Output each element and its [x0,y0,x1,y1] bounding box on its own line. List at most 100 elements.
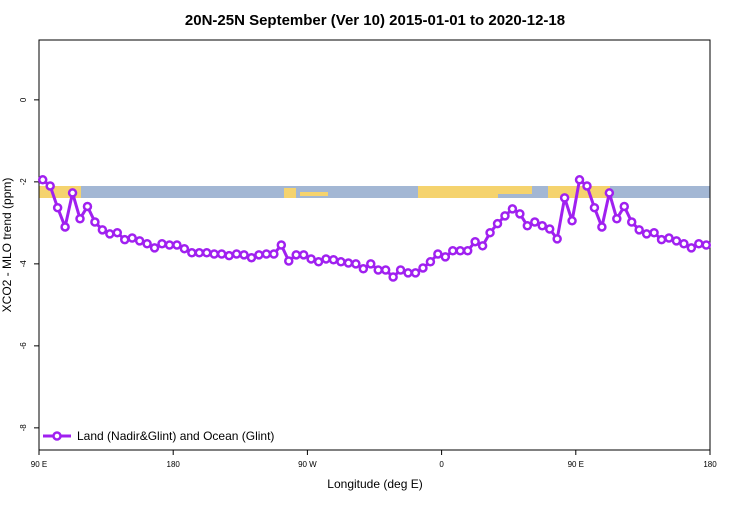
data-point [284,256,294,266]
data-point [142,239,152,249]
data-point [492,218,503,229]
data-point [351,259,361,269]
data-point [187,248,197,258]
data-point [589,202,600,213]
y-tick-label: -6 [19,342,28,350]
data-point [112,227,123,238]
data-point [462,245,473,256]
data-point [328,255,339,265]
data-point [37,175,48,185]
data-point [179,243,190,254]
data-point [269,249,279,259]
data-point [425,257,436,267]
data-point [194,248,205,258]
data-point [507,204,518,214]
data-point [567,216,577,226]
data-point [216,249,227,259]
data-point [336,257,346,267]
data-point [202,248,212,258]
data-point [641,229,652,239]
data-point [52,202,63,213]
data-point [477,241,488,251]
x-tick-label: 180 [703,460,717,469]
data-point [537,220,547,231]
data-point [559,193,570,203]
data-point [224,250,234,261]
y-tick-label: -8 [19,424,28,432]
data-point [604,188,615,198]
x-tick-label: 0 [439,460,444,469]
data-point [90,217,100,227]
data-point [448,245,458,256]
data-point [313,257,324,267]
data-point [656,234,667,245]
data-point [60,222,70,232]
data-point [134,236,145,246]
data-point [582,181,592,191]
data-point [380,265,391,275]
data-point [149,243,160,253]
data-point [664,233,674,243]
data-point [373,265,383,275]
data-point [634,225,644,235]
data-point [67,188,78,198]
x-axis-label: Longitude (deg E) [327,477,422,491]
data-point [291,250,301,260]
data-point [246,252,257,263]
x-tick-label: 90 E [568,460,584,469]
legend-marker [52,431,62,441]
data-point [358,264,369,274]
data-point [694,239,704,249]
data-point [612,214,622,224]
data-point [75,214,85,224]
data-point [403,268,413,278]
data-point [306,254,316,264]
data-point [172,240,182,250]
data-point [597,222,607,232]
x-tick-label: 90 W [298,460,317,469]
data-point [97,225,108,235]
data-point [701,240,712,250]
data-point [619,201,630,212]
data-point [574,175,585,185]
data-point [530,217,540,227]
data-point [418,263,428,273]
data-point [544,224,555,234]
x-tick-label: 180 [167,460,181,469]
data-point [671,236,682,246]
data-point [105,229,115,239]
y-tick-label: 0 [19,97,28,102]
data-point [231,249,242,259]
data-point [649,227,659,238]
data-point [276,240,287,250]
data-point [686,243,697,253]
data-point [261,249,272,259]
chart-title: 20N-25N September (Ver 10) 2015-01-01 to… [185,12,565,29]
data-point [321,254,331,264]
data-point [164,240,175,250]
data-point [455,245,465,256]
data-point [500,211,510,221]
data-point [209,249,219,259]
data-point [395,265,406,275]
data-point [433,249,443,259]
legend-label: Land (Nadir&Glint) and Ocean (Glint) [77,429,274,443]
data-point [366,259,376,269]
data-point [45,181,55,191]
data-point [626,217,637,227]
x-tick-label: 90 E [31,460,47,469]
data-point [127,233,137,243]
y-tick-label: -4 [19,260,28,268]
data-point [552,234,562,244]
data-point [119,234,130,245]
data-point [254,250,264,260]
data-point [515,209,525,219]
data-point [470,236,480,247]
y-axis-label: XCO2 - MLO trend (ppm) [0,178,14,313]
data-point [522,220,533,231]
data-point [157,239,167,249]
data-point [239,250,249,260]
data-point [679,239,689,249]
